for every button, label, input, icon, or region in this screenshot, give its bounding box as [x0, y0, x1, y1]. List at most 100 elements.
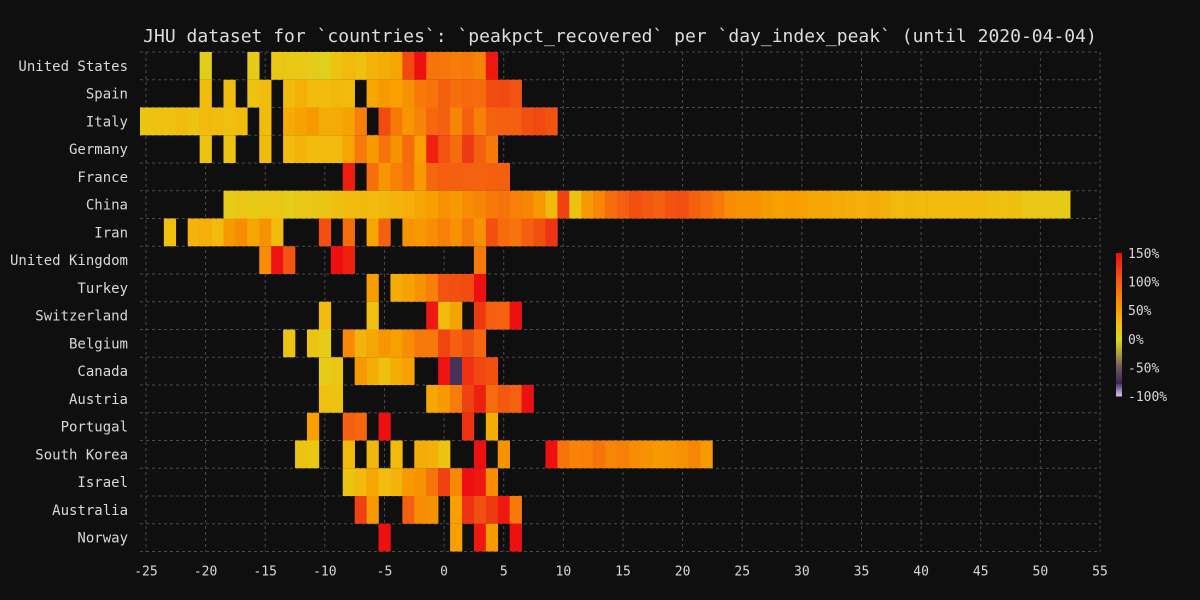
- country-label: Germany: [69, 142, 128, 158]
- heatmap-cell: [366, 218, 379, 247]
- heatmap-cell: [617, 440, 630, 469]
- heatmap-cell: [199, 218, 212, 247]
- heatmap-cell: [450, 163, 463, 191]
- colorbar-segment: [1116, 283, 1122, 287]
- heatmap-cell: [199, 79, 212, 108]
- heatmap-cell: [306, 440, 320, 469]
- heatmap-cell: [748, 190, 761, 219]
- heatmap-cell: [366, 440, 379, 469]
- colorbar-segment: [1116, 334, 1122, 337]
- heatmap-cell: [509, 79, 522, 108]
- colorbar-segment: [1116, 362, 1122, 366]
- heatmap-cell: [473, 190, 487, 219]
- heatmap-cell: [473, 523, 487, 552]
- heatmap-cell: [342, 468, 355, 496]
- heatmap-cell: [438, 301, 451, 330]
- heatmap-cell: [795, 190, 809, 219]
- colorbar-segment: [1116, 269, 1122, 273]
- heatmap-cell: [473, 357, 487, 385]
- heatmap-cell: [330, 135, 344, 163]
- heatmap-cell: [497, 163, 510, 191]
- heatmap-cell: [521, 385, 534, 413]
- heatmap-cell: [438, 440, 451, 469]
- heatmap-cell: [438, 357, 451, 385]
- heatmap-cell: [473, 274, 487, 302]
- heatmap-cell: [414, 218, 427, 247]
- heatmap-cell: [390, 135, 403, 163]
- heatmap-cell: [509, 190, 522, 219]
- heatmap-cell: [390, 357, 403, 385]
- heatmap-cell: [318, 218, 332, 247]
- heatmap-cell: [855, 190, 868, 219]
- x-tick-label: 30: [794, 565, 810, 580]
- heatmap-cell: [426, 274, 439, 302]
- heatmap-cell: [438, 52, 451, 80]
- heatmap-cell: [473, 79, 487, 108]
- colorbar-segment: [1116, 372, 1122, 376]
- heatmap-cell: [438, 135, 451, 163]
- heatmap-cell: [557, 190, 570, 219]
- heatmap-cell: [438, 79, 451, 108]
- x-tick-label: 55: [1092, 565, 1108, 580]
- heatmap-cell: [414, 468, 427, 496]
- heatmap-cell: [533, 190, 546, 219]
- heatmap-cell: [187, 107, 200, 136]
- x-tick-label: -25: [134, 565, 157, 580]
- heatmap-cell: [426, 218, 439, 247]
- heatmap-cell: [378, 135, 391, 163]
- heatmap-cell: [342, 329, 355, 358]
- heatmap-cell: [831, 190, 844, 219]
- heatmap-cell: [450, 107, 463, 136]
- heatmap-cell: [426, 329, 439, 358]
- heatmap-cell: [235, 218, 248, 247]
- heatmap-cell: [247, 190, 260, 219]
- heatmap-cell: [461, 163, 475, 191]
- heatmap-cell: [271, 218, 284, 247]
- heatmap-cell: [330, 107, 344, 136]
- heatmap-cell: [557, 440, 570, 469]
- heatmap-cell: [390, 52, 403, 80]
- colorbar-segment: [1116, 307, 1122, 311]
- heatmap-cell: [450, 329, 463, 358]
- heatmap-cell: [497, 385, 510, 413]
- heatmap-cell: [223, 107, 236, 136]
- x-tick-label: 40: [913, 565, 929, 580]
- heatmap-cell: [247, 52, 260, 80]
- heatmap-cell: [378, 412, 391, 441]
- heatmap-cell: [378, 190, 391, 219]
- heatmap-cell: [1058, 190, 1071, 219]
- heatmap-cell: [939, 190, 952, 219]
- heatmap-cell: [640, 190, 654, 219]
- colorbar-segment: [1116, 267, 1122, 271]
- x-tick-label: 20: [675, 565, 691, 580]
- colorbar-segment: [1116, 376, 1122, 380]
- colorbar-segment: [1116, 305, 1122, 309]
- heatmap-cell: [306, 412, 320, 441]
- heatmap-cell: [497, 440, 510, 469]
- heatmap-cell: [485, 52, 499, 80]
- heatmap-cell: [223, 135, 236, 163]
- heatmap-cell: [509, 496, 522, 524]
- heatmap-cell: [450, 79, 463, 108]
- heatmap-cell: [450, 385, 463, 413]
- colorbar-segment: [1116, 326, 1122, 330]
- colorbar-segment: [1116, 260, 1122, 264]
- heatmap-cell: [473, 163, 487, 191]
- heatmap-cell: [283, 190, 296, 219]
- country-label: China: [86, 198, 128, 214]
- colorbar-segment: [1116, 384, 1122, 387]
- heatmap-cell: [414, 52, 427, 80]
- colorbar-segment: [1116, 298, 1122, 302]
- country-label: United Kingdom: [10, 253, 128, 269]
- country-label: Norway: [77, 531, 128, 547]
- heatmap-cell: [473, 440, 487, 469]
- heatmap-cell: [1034, 190, 1047, 219]
- heatmap-cell: [390, 190, 403, 219]
- heatmap-cell: [247, 79, 260, 108]
- heatmap-cell: [509, 385, 522, 413]
- heatmap-cell: [461, 329, 475, 358]
- heatmap-cell: [545, 218, 558, 247]
- heatmap-cell: [366, 135, 379, 163]
- country-label: Spain: [86, 87, 128, 103]
